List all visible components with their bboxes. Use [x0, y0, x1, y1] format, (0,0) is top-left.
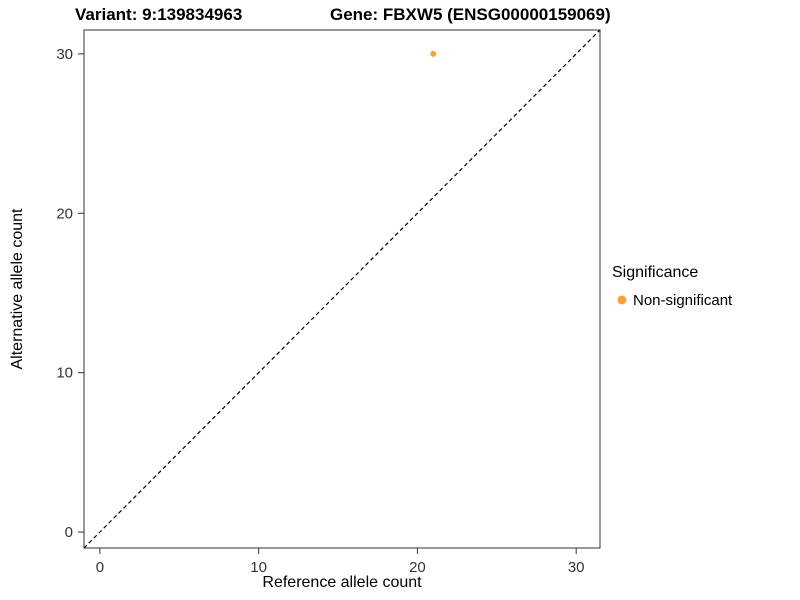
x-axis-title: Reference allele count	[262, 574, 422, 591]
x-tick-label: 10	[250, 559, 267, 576]
legend-entry-label: Non-significant	[633, 292, 733, 309]
x-tick-label: 20	[409, 559, 426, 576]
x-tick-label: 30	[568, 559, 585, 576]
x-tick-label: 0	[96, 559, 104, 576]
data-point	[430, 50, 437, 57]
y-tick-label: 30	[56, 46, 73, 63]
legend-marker-icon	[617, 295, 627, 305]
identity-line-group	[83, 29, 601, 549]
axis-ticks-group: 0 10 20 30 0 10 20 30	[56, 46, 584, 576]
gene-title: Gene: FBXW5 (ENSG00000159069)	[330, 5, 611, 24]
variant-title: Variant: 9:139834963	[75, 5, 242, 24]
y-tick-label: 20	[56, 205, 73, 222]
identity-dashed-line	[83, 29, 601, 549]
legend-title: Significance	[612, 264, 698, 281]
y-tick-label: 10	[56, 365, 73, 382]
y-tick-label: 0	[65, 524, 73, 541]
y-axis-title: Alternative allele count	[9, 208, 26, 370]
data-points-group	[430, 50, 437, 57]
